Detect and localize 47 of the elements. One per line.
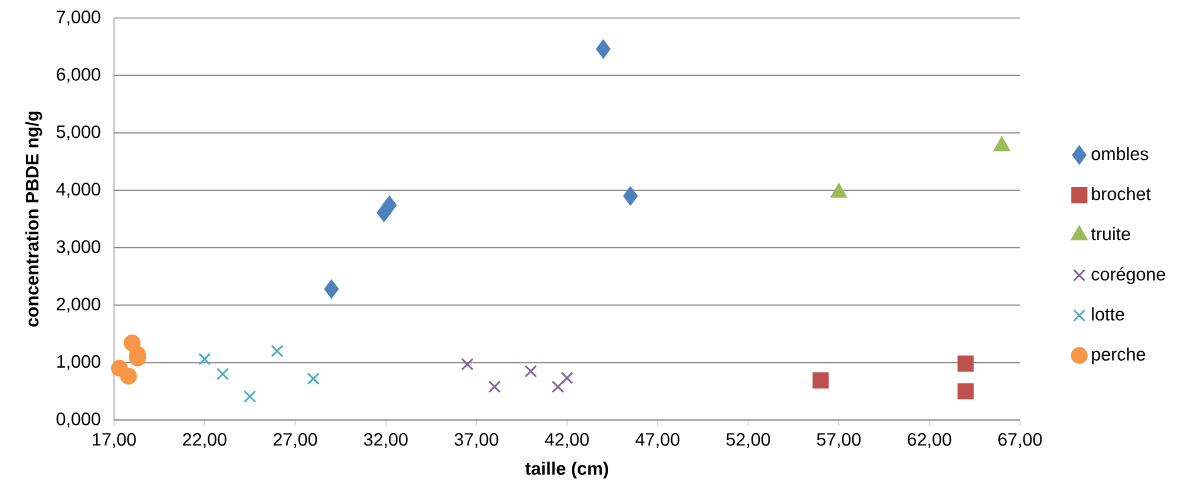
- x-tick-label: 67,00: [998, 433, 1042, 448]
- point: [957, 383, 974, 400]
- legend-label: corégone: [1091, 267, 1166, 285]
- point: [993, 136, 1011, 152]
- legend-label: truite: [1091, 227, 1131, 241]
- x-tick-label: 32,00: [363, 433, 408, 448]
- x-tick-label: 47,00: [635, 433, 680, 448]
- legend-label: ombles: [1091, 146, 1149, 161]
- point: [957, 355, 974, 372]
- point: [270, 344, 284, 358]
- point: [623, 186, 638, 206]
- point: [324, 279, 339, 299]
- point: [198, 352, 211, 366]
- point: [243, 390, 257, 403]
- y-tick-label: 4,000: [56, 182, 101, 198]
- legend-label: lotte: [1092, 307, 1125, 321]
- legend-label: perche: [1092, 347, 1146, 365]
- point: [307, 372, 320, 385]
- x-tick-label: 22,00: [183, 433, 227, 448]
- x-tick-label: 57,00: [816, 433, 861, 448]
- point: [488, 380, 501, 393]
- point: [524, 364, 538, 378]
- x-tick-label: 37,00: [454, 433, 499, 448]
- point: [596, 39, 611, 59]
- y-tick-label: 0,000: [56, 412, 101, 428]
- y-tick-label: 5,000: [56, 125, 101, 141]
- y-tick-label: 1,000: [57, 355, 101, 370]
- point: [830, 183, 847, 198]
- x-tick-label: 42,00: [544, 433, 589, 448]
- point: [461, 358, 474, 371]
- point: [382, 195, 397, 215]
- x-tick-label: 62,00: [907, 433, 952, 448]
- x-tick-label: 52,00: [726, 433, 771, 448]
- point: [216, 367, 229, 381]
- x-axis-title: taille (cm): [525, 461, 609, 479]
- y-tick-label: 3,000: [56, 240, 101, 256]
- point: [560, 371, 574, 385]
- x-tick-label: 27,00: [273, 433, 318, 448]
- y-tick-label: 2,000: [56, 297, 101, 313]
- point: [551, 380, 565, 393]
- y-tick-label: 6,000: [56, 67, 101, 83]
- point: [812, 372, 829, 389]
- x-tick-label: 17,00: [92, 433, 136, 448]
- point: [120, 367, 137, 385]
- y-axis-title: concentration PBDE ng/g: [25, 111, 43, 327]
- legend-label: brochet: [1092, 187, 1151, 201]
- y-tick-label: 7,000: [56, 10, 101, 26]
